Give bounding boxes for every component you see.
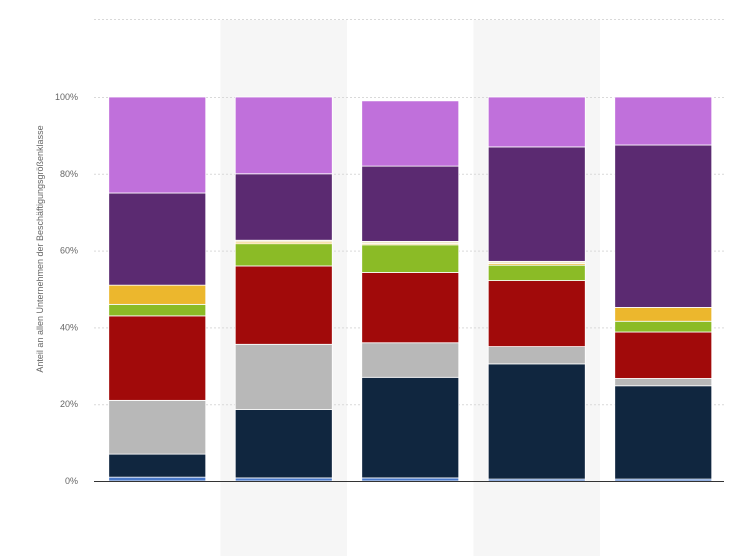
bar-segment-s6-c5[interactable] xyxy=(614,307,713,322)
bar-segment-s2-c5[interactable] xyxy=(614,385,713,480)
bar-segment-s3-c5[interactable] xyxy=(614,378,713,387)
y-axis-ticks: 0% 20% 40% 60% 80% 100% xyxy=(55,92,78,486)
bar-segment-s1-c1[interactable] xyxy=(108,476,207,482)
bar-segment-s5-c2[interactable] xyxy=(234,243,333,267)
bar-segment-s2-c3[interactable] xyxy=(361,376,460,479)
bar-column-3 xyxy=(361,100,460,482)
bar-segment-s9-c3[interactable] xyxy=(361,100,460,167)
bar-segment-s5-c1[interactable] xyxy=(108,303,207,317)
y-tick-label: 80% xyxy=(60,169,78,179)
y-tick-label: 40% xyxy=(60,322,78,332)
bar-segment-s9-c1[interactable] xyxy=(108,96,207,194)
bar-segment-s8-c3[interactable] xyxy=(361,165,460,242)
bar-segment-s9-c5[interactable] xyxy=(614,96,713,146)
y-tick-label: 20% xyxy=(60,399,78,409)
bar-segment-s8-c1[interactable] xyxy=(108,192,207,286)
bar-column-2 xyxy=(234,96,333,482)
bar-segment-s3-c3[interactable] xyxy=(361,342,460,378)
bars xyxy=(108,96,713,482)
bar-segment-s1-c2[interactable] xyxy=(234,477,333,482)
bar-column-5 xyxy=(614,96,713,482)
bar-segment-s5-c3[interactable] xyxy=(361,244,460,273)
y-axis-title: Anteil an allen Unternehmen der Beschäft… xyxy=(35,125,45,372)
y-tick-label: 60% xyxy=(60,246,78,256)
bar-segment-s2-c1[interactable] xyxy=(108,453,207,478)
bar-segment-s3-c4[interactable] xyxy=(487,346,586,365)
bar-segment-s4-c2[interactable] xyxy=(234,265,333,345)
bar-segment-s9-c4[interactable] xyxy=(487,96,586,148)
bar-segment-s4-c3[interactable] xyxy=(361,272,460,344)
bar-column-1 xyxy=(108,96,207,482)
bar-segment-s9-c2[interactable] xyxy=(234,96,333,175)
bar-segment-s6-c1[interactable] xyxy=(108,284,207,305)
bar-segment-s2-c4[interactable] xyxy=(487,363,586,480)
y-tick-label: 0% xyxy=(65,476,78,486)
bar-segment-s4-c5[interactable] xyxy=(614,331,713,379)
bar-segment-s8-c4[interactable] xyxy=(487,146,586,262)
bar-segment-s4-c4[interactable] xyxy=(487,280,586,347)
bar-segment-s8-c2[interactable] xyxy=(234,173,333,241)
y-tick-label: 100% xyxy=(55,92,78,102)
bar-segment-s3-c1[interactable] xyxy=(108,399,207,455)
bar-segment-s4-c1[interactable] xyxy=(108,315,207,401)
bar-segment-s8-c5[interactable] xyxy=(614,144,713,308)
bar-column-4 xyxy=(487,96,586,482)
bar-segment-s1-c3[interactable] xyxy=(361,477,460,482)
bar-segment-s2-c2[interactable] xyxy=(234,409,333,479)
bar-segment-s3-c2[interactable] xyxy=(234,343,333,410)
bar-segment-s5-c4[interactable] xyxy=(487,264,586,281)
bar-segment-s5-c5[interactable] xyxy=(614,320,713,333)
